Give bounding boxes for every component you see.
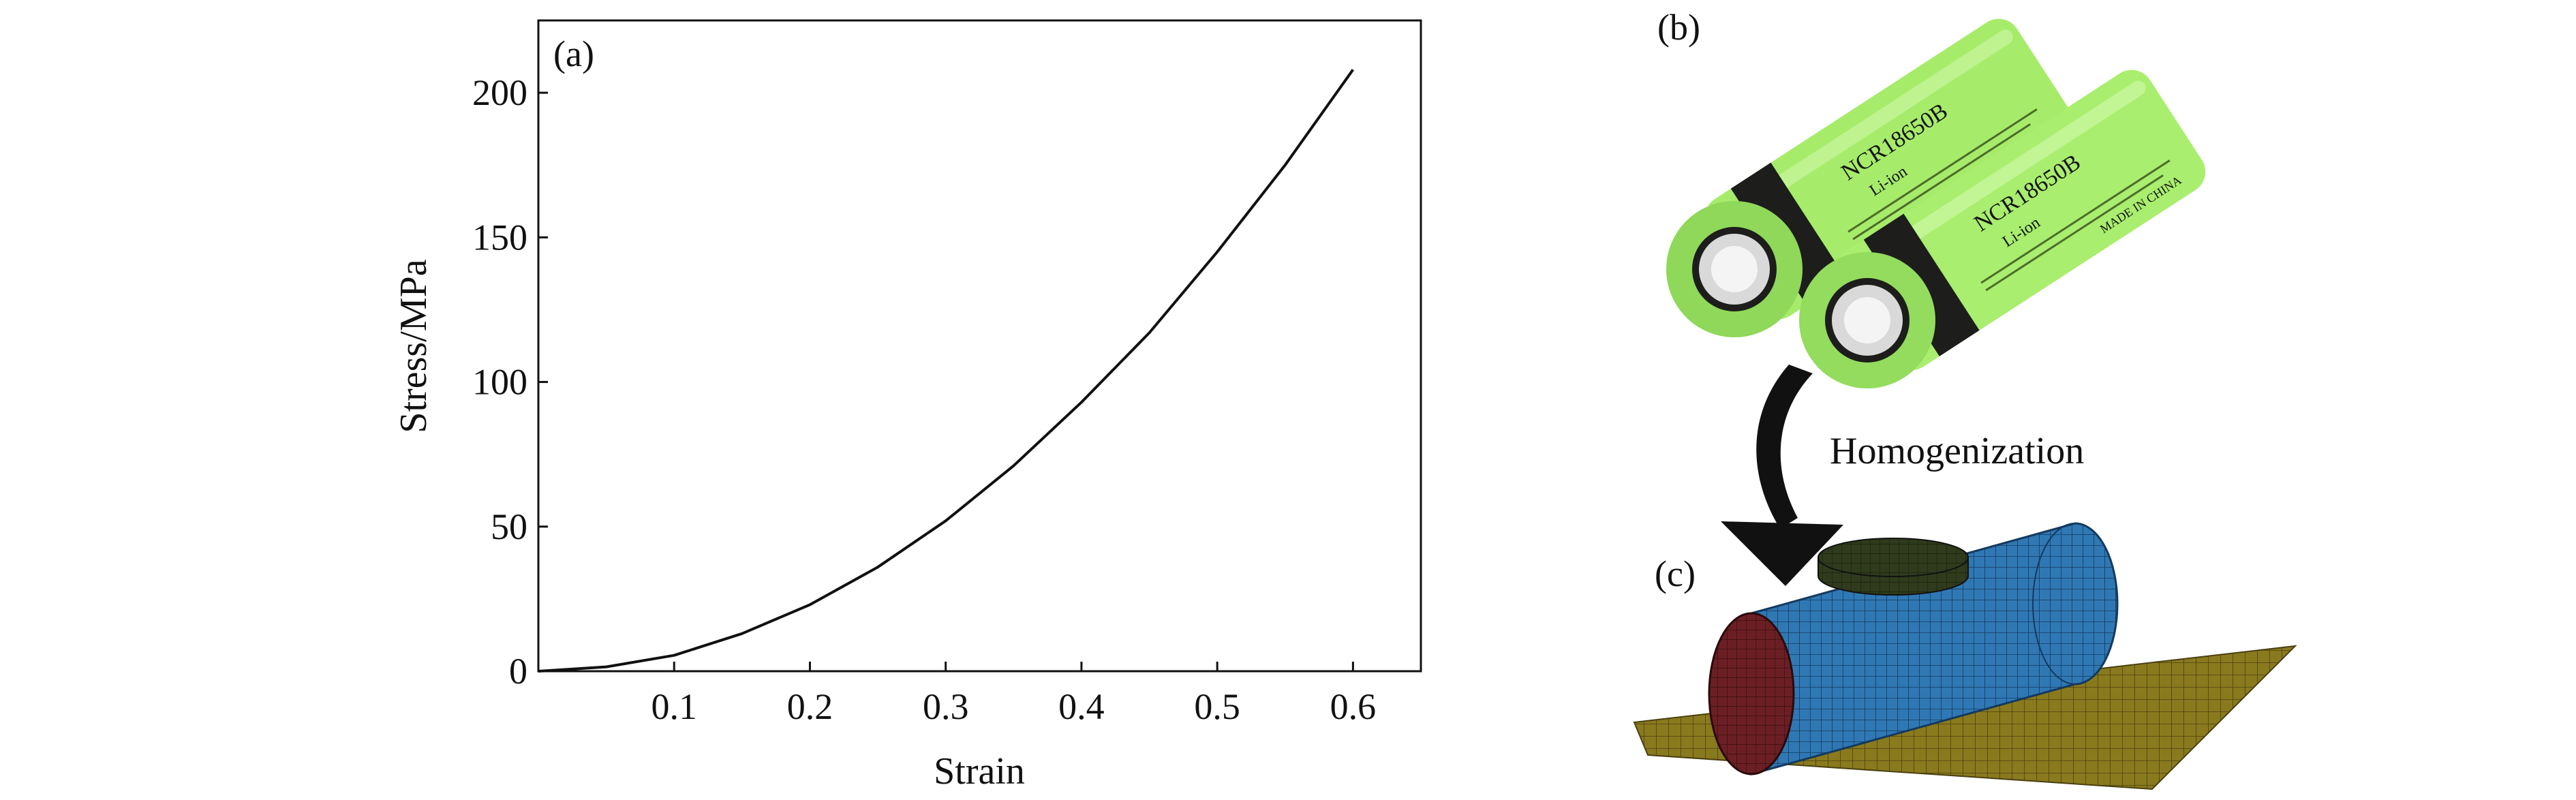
indenter-disc <box>1818 538 1969 596</box>
series-layer <box>538 69 1355 673</box>
plot-frame <box>537 19 1422 673</box>
stress-strain-line <box>538 69 1355 673</box>
arrow-label: Homogenization <box>1830 430 2084 472</box>
x-tick-label: 0.3 <box>923 686 969 727</box>
battery-highlight <box>1874 80 2146 262</box>
y-tick-label: 150 <box>472 217 527 258</box>
cylinder-model <box>1708 522 2119 775</box>
y-tick-label: 100 <box>472 362 527 403</box>
battery-front-end <box>1799 252 1935 388</box>
x-tick-label: 0.4 <box>1058 686 1105 727</box>
y-tick-label: 0 <box>509 651 527 692</box>
cylinder-far-end <box>2032 523 2118 685</box>
x-tick-label: 0.1 <box>651 686 697 727</box>
stress-strain-chart: (a) 0 50 100 150 200 0.1 0.2 0.3 0.4 0.5 0.6 Stra… <box>393 19 1422 793</box>
panel-label-a: (a) <box>553 33 594 74</box>
battery-highlight <box>1741 29 2013 211</box>
battery-illustration: (b) NCR18650B Li-ion NCR18650B Li-ion <box>1657 7 2206 388</box>
panel-label-c: (c) <box>1655 553 1696 594</box>
y-tick-label: 50 <box>491 506 527 547</box>
x-tick-label: 0.6 <box>1330 686 1377 727</box>
arrow-shaft <box>1756 365 1813 529</box>
x-tick-label: 0.5 <box>1194 686 1240 727</box>
y-tick-label: 200 <box>472 72 527 113</box>
cylinder-end-face <box>1708 612 1795 775</box>
homogenization-arrow: Homogenization <box>1721 365 2084 586</box>
x-tick-label: 0.2 <box>787 686 833 727</box>
arrow-head <box>1721 521 1843 586</box>
fe-model-illustration: (c) <box>1633 522 2297 790</box>
y-axis-title: Stress/MPa <box>393 259 435 433</box>
y-axis-ticks: 0 50 100 150 200 <box>472 72 548 692</box>
panel-label-b: (b) <box>1657 7 1700 48</box>
x-axis-title: Strain <box>934 750 1025 793</box>
x-axis-ticks: 0.1 0.2 0.3 0.4 0.5 0.6 <box>651 662 1376 727</box>
battery-rear-end <box>1666 201 1803 337</box>
